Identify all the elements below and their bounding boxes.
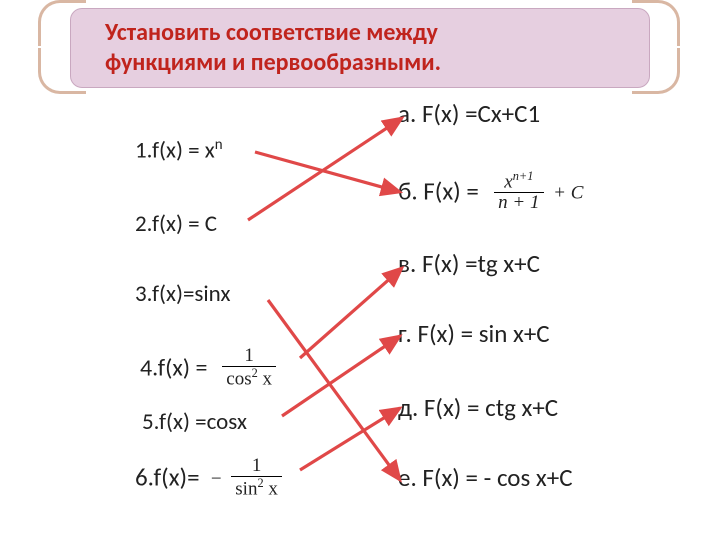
arrow-l4-rv xyxy=(300,268,402,358)
answer-a: а. F(x) =Cx+C1 xyxy=(398,98,540,129)
arrow-l2-ra xyxy=(248,118,402,220)
arrow-l5-rg xyxy=(282,336,400,416)
func-6: 6.f(x)= − 1 sin2 x xyxy=(135,458,286,501)
func-2: 2.f(x) = C xyxy=(135,210,217,238)
answer-d: д. F(x) = ctg x+C xyxy=(398,392,558,423)
func-4: 4.f(x) = 1 cos2 x xyxy=(140,348,280,391)
answer-b: б. F(x) = xn+1 n + 1 + C xyxy=(398,172,583,215)
arrow-l1-rb xyxy=(255,152,400,192)
answer-b-fraction: xn+1 n + 1 xyxy=(490,170,547,213)
func-4-fraction: 1 cos2 x xyxy=(218,346,280,389)
slide-title-box: Установить соответствие между функциями … xyxy=(70,8,650,88)
arrow-l6-rd xyxy=(300,408,400,470)
arrow-l3-re xyxy=(268,300,400,480)
func-3: 3.f(x)=sinx xyxy=(135,280,231,308)
answer-g: г. F(x) = sin x+C xyxy=(398,318,550,349)
title-line-2: функциями и первообразными. xyxy=(105,48,615,78)
func-5: 5.f(x) =cosx xyxy=(142,408,247,436)
answer-v: в. F(x) =tg x+C xyxy=(398,248,540,279)
answer-e: е. F(x) = - cos x+C xyxy=(398,462,573,493)
func-1: 1.f(x) = xn xyxy=(135,136,223,165)
title-line-1: Установить соответствие между xyxy=(105,18,615,48)
func-6-fraction: 1 sin2 x xyxy=(227,456,286,499)
